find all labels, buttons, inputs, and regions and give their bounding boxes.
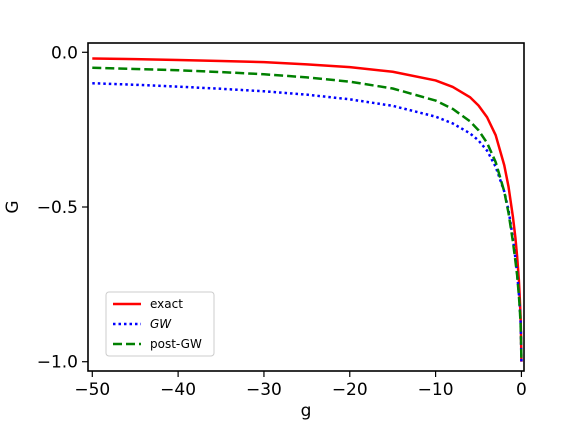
legend-label-post-gw: post-GW [150,337,202,351]
x-axis: −50 −40 −30 −20 −10 0 [74,371,527,400]
x-axis-title: g [301,401,312,421]
legend-label-exact: exact [150,297,183,311]
x-tick-label: −20 [332,380,368,400]
series-layer [92,57,523,362]
y-tick-label: 0.0 [51,43,78,63]
y-axis: 0.0 −0.5 −1.0 [37,43,88,373]
legend-label-gw: GW [150,317,172,331]
series-line-post-gw [92,66,523,362]
y-tick-label: −0.5 [37,198,78,218]
x-tick-label: −10 [418,380,454,400]
x-tick-label: −40 [160,380,196,400]
x-tick-label: −50 [74,380,110,400]
series-line-gw [92,81,523,362]
x-tick-label: −30 [246,380,282,400]
x-tick-label: 0 [516,380,527,400]
legend: exact GW post-GW [105,291,215,357]
y-tick-label: −1.0 [37,353,78,373]
y-axis-title: G [3,200,23,213]
legend-box [105,291,215,357]
